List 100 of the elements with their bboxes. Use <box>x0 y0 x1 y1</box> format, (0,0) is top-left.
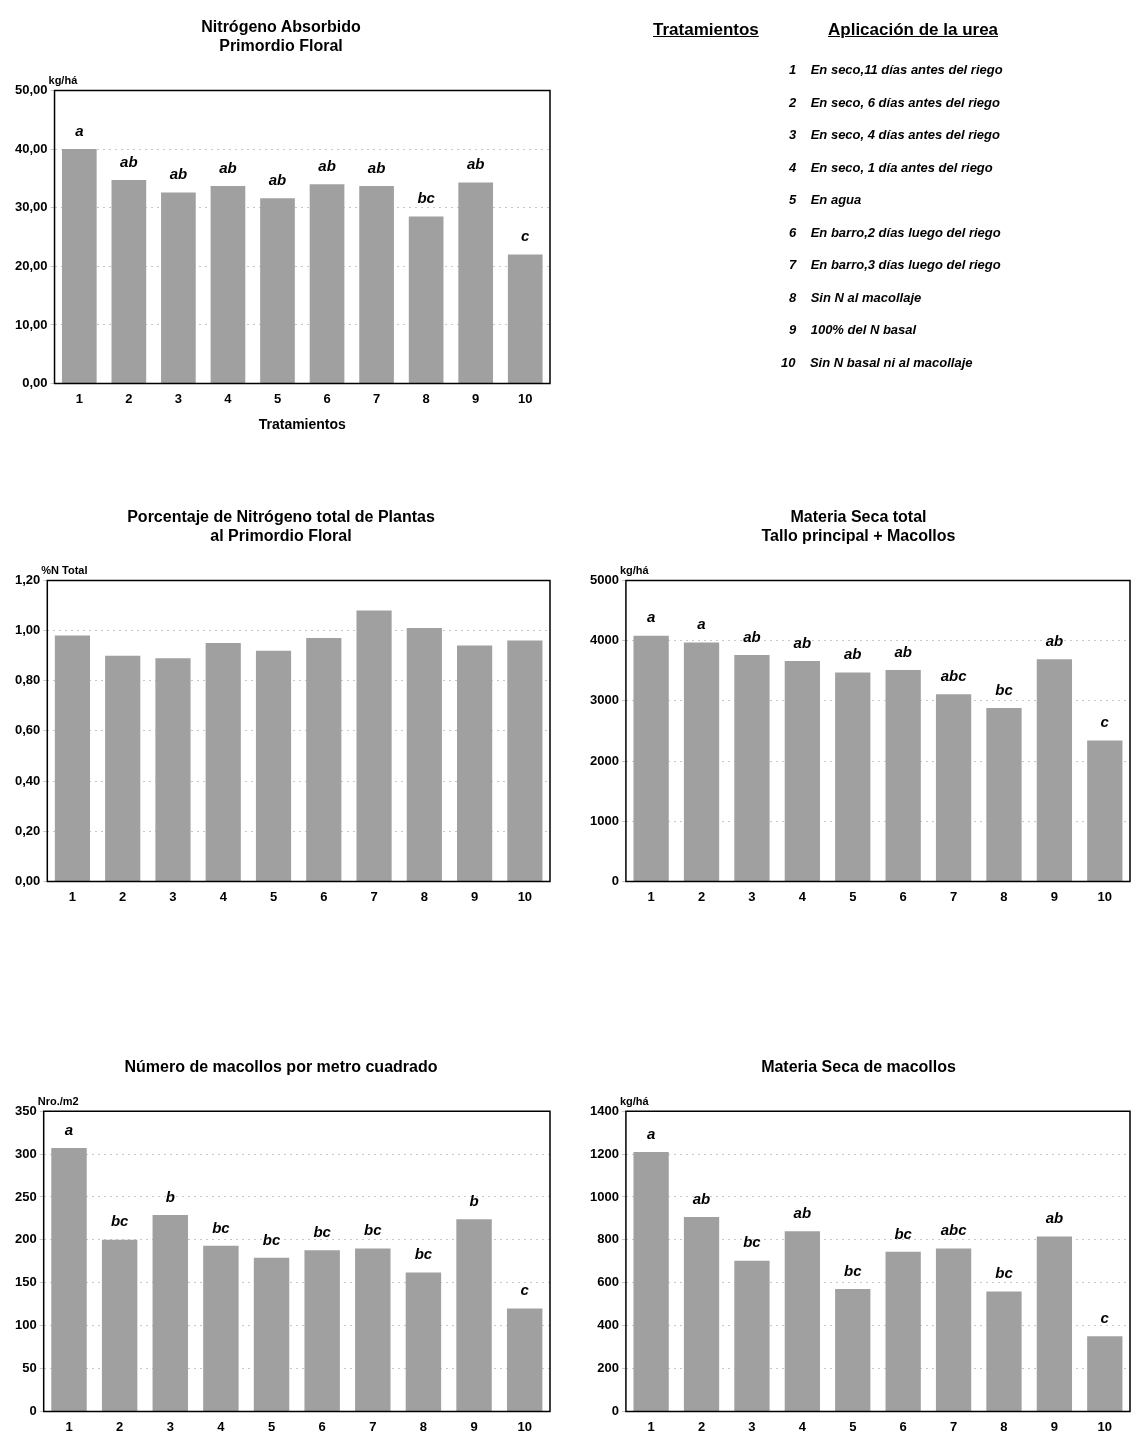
x-tick-label: 6 <box>323 390 331 406</box>
x-tick-label: 9 <box>1050 1418 1059 1434</box>
bar <box>356 610 392 881</box>
y-tick-label: 0 <box>29 1402 37 1418</box>
bar <box>1087 1336 1123 1411</box>
data-label: c <box>1100 713 1110 731</box>
bar <box>734 1260 770 1411</box>
y-tick-label: 150 <box>14 1274 37 1290</box>
data-label: bc <box>262 1230 281 1248</box>
y-tick-label: 0,20 <box>14 822 41 838</box>
bar <box>456 1219 492 1411</box>
y-axis-title: %N Total <box>41 563 88 576</box>
text: 3 En seco, 4 días antes del riego <box>788 126 1001 144</box>
bar <box>683 642 720 881</box>
text: 7 En barro,3 días luego del riego <box>788 256 1002 274</box>
chart-title: Materia Seca total Tallo principal + Macollos <box>761 508 956 545</box>
bar <box>1087 740 1123 881</box>
bar <box>101 1239 138 1411</box>
data-label: c <box>520 1281 530 1299</box>
x-tick-label: 3 <box>174 390 183 406</box>
data-label: ab <box>844 645 862 663</box>
bar <box>155 658 191 881</box>
bar <box>152 1214 188 1411</box>
y-tick-label: 40,00 <box>14 140 48 156</box>
data-label: ab <box>318 156 336 174</box>
data-label: ab <box>219 158 237 176</box>
x-axis-title: Tratamientos <box>258 416 347 433</box>
bar <box>306 638 342 881</box>
y-tick-label: 0,60 <box>14 722 41 738</box>
x-tick-label: 5 <box>849 1418 857 1434</box>
y-axis-title: kg/há <box>48 73 79 86</box>
data-label: bc <box>995 1264 1014 1282</box>
bar <box>1036 659 1073 881</box>
x-tick-label: 4 <box>224 390 233 406</box>
data-label: ab <box>1045 1209 1064 1227</box>
bar <box>683 1216 720 1411</box>
x-tick-label: 6 <box>899 888 907 904</box>
bar <box>633 1151 669 1411</box>
bar <box>210 185 246 384</box>
y-tick-label: 0 <box>611 1402 619 1418</box>
data-label: a <box>64 1120 74 1138</box>
data-label: a <box>646 608 656 626</box>
x-tick-label: 4 <box>219 888 228 904</box>
x-tick-label: 2 <box>125 390 133 406</box>
data-label: a <box>646 1124 656 1142</box>
x-tick-label: 8 <box>1000 1418 1008 1434</box>
x-tick-label: 1 <box>647 888 655 904</box>
data-label: abc <box>940 666 968 684</box>
data-label: ab <box>367 158 386 176</box>
text: 4 En seco, 1 día antes del riego <box>788 158 994 177</box>
bar <box>633 635 669 881</box>
bar <box>885 670 921 881</box>
x-tick-label: 4 <box>798 888 807 904</box>
chart-title: Porcentaje de Nitrógeno total de Plantas al Primordio Floral <box>127 508 435 545</box>
y-tick-label: 0,80 <box>14 672 41 688</box>
bar <box>105 655 141 881</box>
y-tick-label: 250 <box>14 1188 37 1204</box>
y-tick-label: 1,00 <box>14 622 41 638</box>
x-tick-label: 10 <box>1097 1418 1113 1434</box>
y-tick-label: 50 <box>22 1360 37 1376</box>
x-tick-label: 2 <box>697 1418 706 1434</box>
x-tick-label: 3 <box>166 1418 174 1434</box>
x-tick-label: 8 <box>419 1418 428 1434</box>
y-tick-label: 0,40 <box>14 772 41 788</box>
x-tick-label: 10 <box>517 888 533 904</box>
data-label: bc <box>313 1222 332 1240</box>
x-tick-label: 9 <box>470 888 479 904</box>
x-tick-label: 10 <box>517 1418 532 1434</box>
x-tick-label: 5 <box>267 1418 276 1434</box>
bar <box>935 1248 972 1411</box>
x-tick-label: 7 <box>949 888 958 904</box>
x-tick-label: 7 <box>372 390 381 406</box>
x-tick-label: 7 <box>370 888 378 904</box>
data-label: a <box>697 615 706 633</box>
bar <box>506 1308 543 1411</box>
x-tick-label: 6 <box>320 888 328 904</box>
bar <box>309 184 345 384</box>
y-axis-title: kg/há <box>619 1094 650 1107</box>
x-tick-label: 1 <box>75 390 83 406</box>
x-tick-label: 4 <box>798 1418 807 1434</box>
y-tick-label: 30,00 <box>14 199 48 215</box>
x-tick-label: 8 <box>422 390 430 406</box>
x-tick-label: 8 <box>1000 888 1008 904</box>
y-tick-label: 5000 <box>590 571 619 587</box>
y-tick-label: 100 <box>14 1317 37 1333</box>
data-label: ab <box>268 170 287 188</box>
y-tick-label: 3000 <box>590 692 619 708</box>
y-tick-label: 0,00 <box>14 872 41 888</box>
y-tick-label: 200 <box>14 1231 37 1247</box>
y-tick-label: 300 <box>14 1145 37 1161</box>
data-label: b <box>165 1187 175 1205</box>
x-tick-label: 9 <box>470 1418 478 1434</box>
text: 6 En barro,2 días luego del riego <box>788 223 1002 242</box>
x-tick-label: 2 <box>119 888 127 904</box>
text: Tratamientos <box>653 20 760 40</box>
x-tick-label: 6 <box>318 1418 326 1434</box>
data-label: c <box>521 227 531 245</box>
data-label: ab <box>894 642 912 660</box>
data-label: bc <box>844 1261 863 1279</box>
x-tick-label: 1 <box>68 888 77 904</box>
